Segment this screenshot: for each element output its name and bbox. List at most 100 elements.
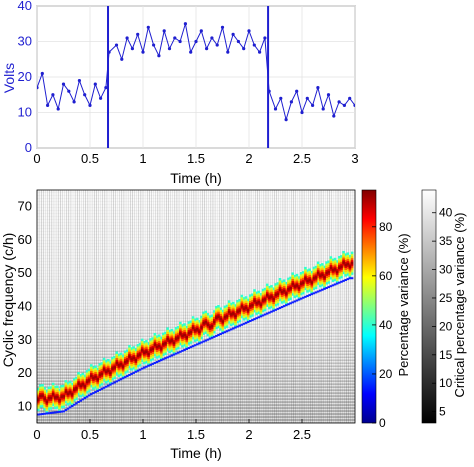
bottom-x-tick-labels: 0 0.5 1 1.5 2 2.5 — [33, 419, 311, 442]
heat-cell — [179, 350, 182, 353]
heat-cell — [285, 304, 288, 307]
heat-cell — [225, 330, 229, 333]
heat-cell — [134, 370, 138, 373]
heat-cell — [181, 349, 184, 352]
heat-cell — [263, 313, 267, 316]
heat-cell — [81, 398, 85, 401]
heat-cell — [327, 286, 331, 289]
voltage-point — [46, 103, 50, 107]
heat-cell — [172, 341, 176, 345]
heat-cell — [43, 397, 46, 401]
heat-cell — [238, 309, 242, 313]
heat-cell — [310, 293, 314, 296]
heat-cell — [285, 292, 288, 295]
heat-cell — [217, 333, 220, 336]
heat-cell — [261, 299, 265, 302]
voltage-point — [332, 114, 336, 118]
heat-cell — [299, 282, 303, 285]
heat-cell — [166, 337, 169, 341]
heat-cell — [60, 410, 63, 413]
heat-cell — [94, 375, 97, 379]
heat-cell — [58, 398, 61, 402]
heat-cell — [312, 292, 316, 295]
heat-cell — [261, 314, 265, 317]
heat-cell — [236, 325, 239, 328]
heat-cell — [198, 342, 201, 345]
heat-cell — [321, 273, 324, 277]
heat-cell — [221, 320, 225, 323]
heat-cell — [98, 388, 102, 391]
heat-cell — [75, 402, 78, 405]
colorbar-tick: 20 — [439, 319, 453, 333]
heat-cell — [136, 369, 140, 372]
heat-cell — [206, 338, 210, 341]
bottom-y-tick: 20 — [18, 365, 32, 380]
voltage-point — [215, 43, 219, 47]
heat-cell — [323, 275, 326, 279]
top-x-tick: 1 — [139, 151, 146, 166]
heat-cell — [346, 278, 350, 281]
heat-cell — [340, 280, 343, 283]
heat-cell — [335, 270, 339, 274]
heat-cell — [287, 303, 290, 306]
heat-cell — [244, 306, 248, 310]
heat-cell — [246, 308, 250, 312]
voltage-point — [242, 47, 246, 51]
voltage-point — [279, 96, 283, 100]
heat-cell — [113, 381, 116, 384]
voltage-point — [77, 78, 81, 83]
heat-cell — [304, 295, 307, 298]
heat-cell — [51, 411, 55, 414]
heat-cell — [176, 336, 180, 340]
heat-cell — [126, 359, 129, 363]
heat-cell — [145, 350, 148, 354]
heat-cell — [202, 321, 205, 325]
heat-cell — [246, 320, 250, 323]
heat-cell — [47, 412, 51, 415]
heat-cell — [282, 289, 286, 293]
heat-cell — [162, 342, 165, 346]
bottom-y-axis-label: Cyclic frequency (c/h) — [0, 233, 16, 368]
heat-cell — [128, 374, 131, 377]
heat-cell — [155, 345, 159, 349]
heat-cell — [147, 352, 150, 356]
heat-cell — [153, 343, 157, 346]
heat-cell — [92, 392, 95, 395]
bottom-y-tick: 60 — [18, 232, 32, 247]
heat-cell — [268, 311, 271, 314]
heat-cell — [51, 393, 55, 396]
heat-cell — [221, 332, 225, 335]
heat-cell — [117, 379, 121, 382]
heat-cell — [331, 284, 335, 287]
heat-cell — [210, 336, 214, 339]
heat-cell — [289, 286, 292, 290]
heat-cell — [168, 340, 172, 343]
heat-cell — [121, 365, 125, 368]
heat-cell — [43, 412, 46, 415]
voltage-point — [220, 25, 225, 29]
heat-cell — [113, 366, 116, 369]
heat-cell — [268, 296, 271, 299]
heat-cell — [102, 368, 106, 371]
heat-cell — [234, 326, 237, 329]
heat-cell — [333, 283, 337, 286]
heat-cell — [306, 294, 309, 297]
heat-cell — [104, 370, 108, 374]
colorbar-tick: 20 — [379, 367, 393, 381]
heat-cell — [187, 347, 191, 350]
heat-cell — [229, 313, 233, 316]
heat-cell — [119, 362, 123, 366]
critical-variance-ticks: 5 10 15 20 25 30 35 40 — [432, 206, 453, 419]
heat-cell — [73, 403, 76, 406]
heat-cell — [130, 372, 133, 375]
heat-cell — [170, 339, 174, 342]
bottom-x-tick: 2 — [245, 427, 252, 442]
heat-cell — [331, 268, 335, 272]
heat-cell — [98, 373, 102, 377]
voltage-point — [61, 82, 66, 86]
heat-cell — [329, 266, 333, 270]
heat-cell — [297, 286, 301, 290]
heat-cell — [219, 317, 222, 321]
heat-cell — [181, 334, 184, 338]
colorbar-tick: 0 — [379, 416, 386, 430]
